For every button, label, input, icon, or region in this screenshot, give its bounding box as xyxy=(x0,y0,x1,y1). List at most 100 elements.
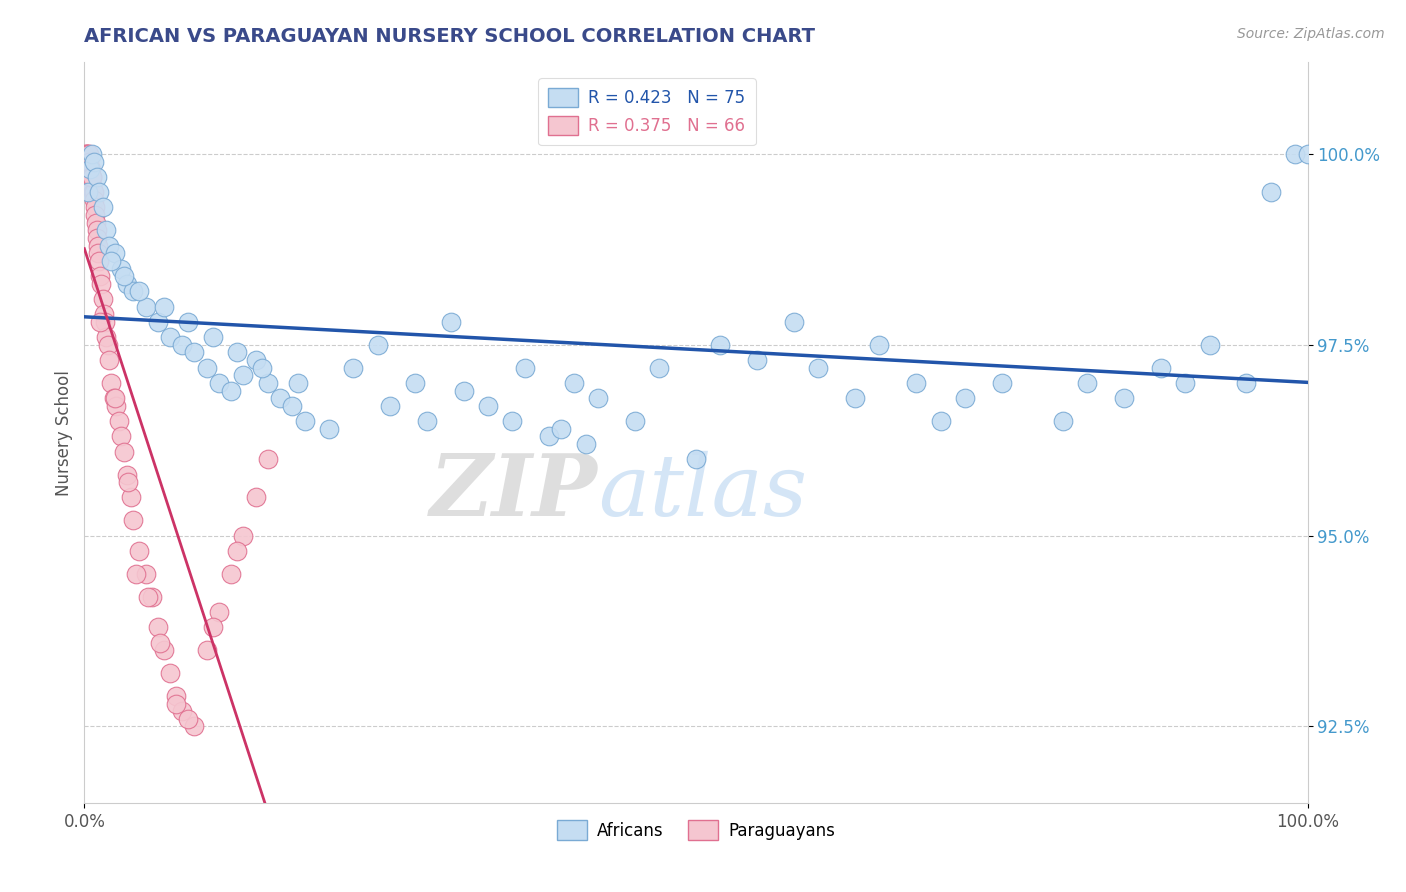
Point xyxy=(929,414,952,428)
Point xyxy=(648,360,671,375)
Point xyxy=(135,566,157,581)
Point xyxy=(287,376,309,390)
Point xyxy=(257,376,280,390)
Point xyxy=(141,590,163,604)
Point xyxy=(1296,147,1319,161)
Point xyxy=(75,147,97,161)
Point xyxy=(294,414,316,428)
Point xyxy=(83,193,105,207)
Point xyxy=(502,414,524,428)
Point xyxy=(122,285,145,299)
Point xyxy=(245,491,267,505)
Point xyxy=(159,330,181,344)
Point xyxy=(79,162,101,177)
Point xyxy=(146,620,169,634)
Point xyxy=(83,201,105,215)
Point xyxy=(318,422,340,436)
Point xyxy=(84,208,107,222)
Point xyxy=(93,307,115,321)
Point xyxy=(153,300,176,314)
Point xyxy=(136,590,159,604)
Point xyxy=(269,391,291,405)
Point xyxy=(172,338,194,352)
Point xyxy=(90,277,112,291)
Point xyxy=(120,491,142,505)
Point xyxy=(257,452,280,467)
Point xyxy=(783,315,806,329)
Point xyxy=(82,169,104,184)
Point xyxy=(82,178,104,192)
Point xyxy=(440,315,463,329)
Point xyxy=(183,719,205,733)
Point xyxy=(117,475,139,490)
Point xyxy=(1236,376,1258,390)
Point xyxy=(165,697,187,711)
Point xyxy=(905,376,928,390)
Point xyxy=(80,147,103,161)
Point xyxy=(201,330,224,344)
Point xyxy=(208,605,231,619)
Point xyxy=(183,345,205,359)
Point xyxy=(83,185,105,199)
Point xyxy=(195,643,218,657)
Point xyxy=(1198,338,1220,352)
Point xyxy=(79,162,101,177)
Point xyxy=(844,391,866,405)
Point xyxy=(342,360,364,375)
Point xyxy=(112,269,135,284)
Point xyxy=(281,399,304,413)
Point xyxy=(586,391,609,405)
Text: Source: ZipAtlas.com: Source: ZipAtlas.com xyxy=(1237,27,1385,41)
Point xyxy=(624,414,647,428)
Point xyxy=(103,391,125,405)
Point xyxy=(562,376,585,390)
Point xyxy=(87,253,110,268)
Point xyxy=(91,201,114,215)
Point xyxy=(453,384,475,398)
Point xyxy=(245,353,267,368)
Point xyxy=(195,360,218,375)
Point xyxy=(125,566,148,581)
Point xyxy=(77,147,100,161)
Point xyxy=(159,666,181,681)
Point xyxy=(709,338,731,352)
Point xyxy=(869,338,891,352)
Point xyxy=(146,315,169,329)
Point xyxy=(807,360,830,375)
Point xyxy=(80,169,103,184)
Point xyxy=(89,315,111,329)
Point xyxy=(404,376,426,390)
Point xyxy=(685,452,707,467)
Point xyxy=(110,429,132,443)
Point xyxy=(87,246,110,260)
Point xyxy=(153,643,176,657)
Point xyxy=(128,285,150,299)
Point xyxy=(1260,185,1282,199)
Point xyxy=(416,414,439,428)
Point xyxy=(1284,147,1306,161)
Point xyxy=(115,467,138,482)
Point xyxy=(82,185,104,199)
Point xyxy=(538,429,561,443)
Point xyxy=(110,261,132,276)
Point xyxy=(232,368,254,383)
Point xyxy=(96,223,118,237)
Point xyxy=(89,269,111,284)
Point xyxy=(232,529,254,543)
Point xyxy=(77,147,100,161)
Point xyxy=(97,238,120,252)
Point xyxy=(550,422,572,436)
Point xyxy=(86,231,108,245)
Point xyxy=(87,238,110,252)
Point xyxy=(226,544,249,558)
Point xyxy=(97,338,120,352)
Point xyxy=(1174,376,1197,390)
Point xyxy=(77,154,100,169)
Point xyxy=(100,376,122,390)
Point xyxy=(135,300,157,314)
Point xyxy=(115,277,138,291)
Point xyxy=(226,345,249,359)
Point xyxy=(76,147,98,161)
Point xyxy=(122,513,145,527)
Point xyxy=(177,712,200,726)
